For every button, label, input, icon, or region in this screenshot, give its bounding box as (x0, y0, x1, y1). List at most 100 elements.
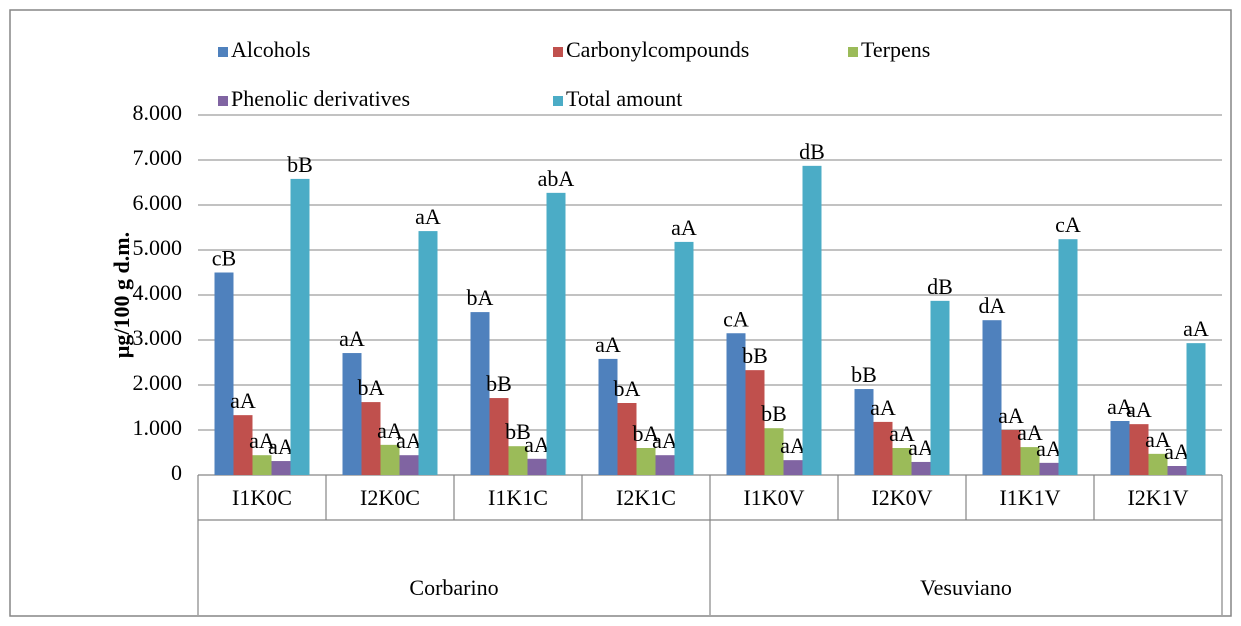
group-label: Vesuviano (920, 575, 1012, 600)
chart-frame (9, 9, 1232, 617)
bar-annotation: aA (1183, 316, 1209, 341)
y-tick-label: 5.000 (133, 235, 183, 260)
y-tick-label: 3.000 (133, 325, 183, 350)
bar (1186, 343, 1206, 475)
y-tick-label: 8.000 (133, 100, 183, 125)
legend-swatch (848, 47, 858, 57)
bar (342, 353, 362, 475)
bar-annotation: aA (524, 432, 550, 457)
bar-annotation: bB (851, 362, 877, 387)
bar-annotation: aA (1107, 394, 1133, 419)
bar-annotation: aA (377, 418, 403, 443)
bar-annotation: bA (358, 375, 385, 400)
bar-annotation: bB (761, 401, 787, 426)
bar-annotation: cB (212, 246, 236, 271)
y-tick-label: 0 (171, 460, 182, 485)
x-tick-label: I2K0V (871, 485, 932, 510)
bar (726, 333, 746, 475)
x-tick-label: I1K1C (488, 485, 548, 510)
bar (1020, 447, 1040, 475)
y-tick-label: 2.000 (133, 370, 183, 395)
y-tick-label: 1.000 (133, 415, 183, 440)
bar (1001, 430, 1021, 475)
bar (1058, 239, 1078, 475)
bar (930, 300, 950, 475)
bar-annotation: cA (723, 306, 749, 331)
x-tick-label: I2K1C (616, 485, 676, 510)
bar-annotation: dB (799, 139, 825, 164)
bar (418, 231, 438, 475)
bar (527, 458, 547, 475)
bar-annotation: bB (287, 152, 313, 177)
bar (911, 461, 931, 475)
bar (854, 389, 874, 475)
bar (636, 448, 656, 475)
legend-label: Total amount (566, 86, 682, 111)
bar (214, 272, 234, 475)
bar (783, 460, 803, 475)
bar-annotation: aA (780, 433, 806, 458)
bar (1129, 424, 1149, 475)
bar-annotation: aA (870, 395, 896, 420)
bar (1039, 462, 1059, 475)
x-tick-label: I1K0V (743, 485, 804, 510)
bar-annotation: bB (486, 371, 512, 396)
bar-annotation: aA (889, 421, 915, 446)
bar (380, 444, 400, 475)
x-tick-label: I2K1V (1127, 485, 1188, 510)
bar-annotation: aA (339, 326, 365, 351)
bar (470, 312, 490, 475)
bar-annotation: bA (614, 376, 641, 401)
bar-annotation: aA (1145, 427, 1171, 452)
legend-label: Phenolic derivatives (231, 86, 410, 111)
bar (290, 178, 310, 475)
legend-label: Alcohols (231, 37, 310, 62)
bar-annotation: aA (415, 204, 441, 229)
bar (873, 421, 893, 475)
y-tick-label: 7.000 (133, 145, 183, 170)
bar-annotation: aA (908, 435, 934, 460)
y-tick-label: 6.000 (133, 190, 183, 215)
x-tick-label: I2K0C (360, 485, 420, 510)
bar (1167, 466, 1187, 475)
bar (546, 192, 566, 475)
bar (252, 455, 272, 475)
bar-annotation: cA (1055, 212, 1081, 237)
bar-annotation: bB (742, 343, 768, 368)
bar (982, 320, 1002, 475)
bar (674, 241, 694, 475)
bar (764, 428, 784, 475)
legend-swatch (218, 96, 228, 106)
bar (892, 448, 912, 475)
legend-label: Terpens (861, 37, 930, 62)
y-tick-label: 4.000 (133, 280, 183, 305)
bar-annotation: aA (998, 403, 1024, 428)
legend-swatch (218, 47, 228, 57)
bar (745, 370, 765, 475)
legend-label: Carbonylcompounds (566, 37, 749, 62)
bar (1110, 421, 1130, 475)
bar-annotation: aA (1164, 439, 1190, 464)
bar-annotation: aA (595, 332, 621, 357)
bar-annotation: aA (671, 215, 697, 240)
bar-annotation: aA (249, 428, 275, 453)
bar (802, 165, 822, 475)
bar-annotation: dA (979, 293, 1006, 318)
bar-annotation: aA (1036, 436, 1062, 461)
y-axis-label: μg/100 g d.m. (109, 232, 134, 358)
bar (617, 403, 637, 475)
bar (489, 398, 509, 475)
bar (233, 415, 253, 475)
bar-annotation: bA (633, 421, 660, 446)
bar (655, 455, 675, 475)
bar-annotation: aA (230, 388, 256, 413)
bar (508, 446, 528, 475)
bar-annotation: aA (1126, 397, 1152, 422)
bar (271, 461, 291, 475)
bar (361, 402, 381, 475)
bar (399, 455, 419, 475)
x-tick-label: I1K1V (999, 485, 1060, 510)
bar (1148, 453, 1168, 475)
bar (598, 358, 618, 475)
